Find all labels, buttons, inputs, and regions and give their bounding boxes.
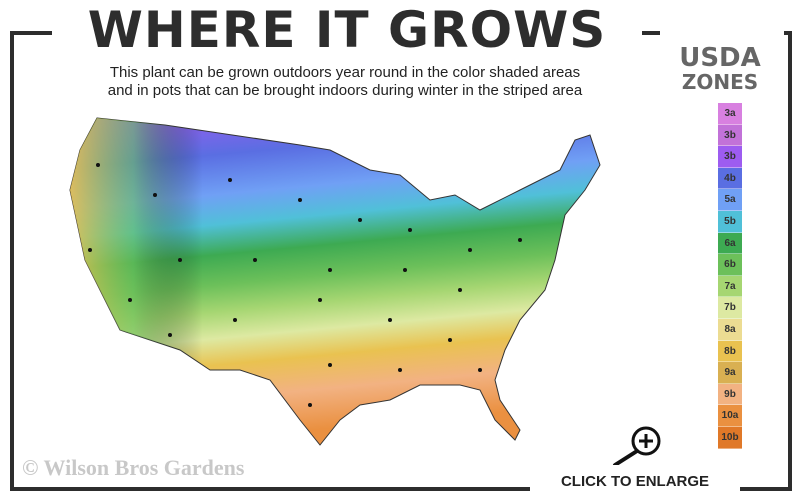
- legend-zone-6a: 6a: [718, 232, 742, 255]
- legend-zone-6b: 6b: [718, 254, 742, 276]
- copyright-watermark: © Wilson Bros Gardens: [22, 455, 245, 480]
- subtitle-line-2: and in pots that can be brought indoors …: [107, 82, 583, 99]
- legend-zone-10b: 10b: [718, 426, 742, 449]
- frame-gap: [660, 25, 784, 39]
- legend-title: USDA ZONES: [660, 43, 780, 94]
- subtitle: This plant can be grown outdoors year ro…: [50, 64, 640, 100]
- legend-zone-3b: 3b: [718, 146, 742, 168]
- legend-zone-8a: 8a: [718, 318, 742, 341]
- legend-zone-8b: 8b: [718, 340, 742, 363]
- page-title: WHERE IT GROWS: [52, 2, 642, 58]
- click-to-enlarge-button[interactable]: CLICK TO ENLARGE: [530, 465, 740, 497]
- subtitle-line-1: This plant can be grown outdoors year ro…: [109, 64, 581, 81]
- legend-zone-3b: 3b: [718, 124, 742, 147]
- legend-zone-9a: 9a: [718, 362, 742, 384]
- city-dots: [88, 163, 522, 407]
- legend-zone-7b: 7b: [718, 297, 742, 319]
- legend-zone-7a: 7a: [718, 275, 742, 298]
- legend-zone-3a: 3a: [718, 103, 742, 125]
- zone-legend: 3a 3b 3b 4b 5a 5b 6a 6b 7a 7b 8a 8b 9a 9b 10a 10b: [718, 103, 742, 449]
- magnifier-plus-icon[interactable]: [610, 425, 666, 469]
- legend-zone-5b: 5b: [718, 210, 742, 233]
- legend-zone-9b: 9b: [718, 383, 742, 406]
- legend-title-line-2: ZONES: [681, 70, 759, 94]
- legend-zone-4b: 4b: [718, 167, 742, 190]
- legend-title-line-1: USDA: [679, 43, 761, 73]
- legend-zone-5a: 5a: [718, 189, 742, 211]
- west-coast-zones: [70, 118, 600, 445]
- enlarge-label: CLICK TO ENLARGE: [560, 473, 710, 490]
- legend-zone-10a: 10a: [718, 405, 742, 427]
